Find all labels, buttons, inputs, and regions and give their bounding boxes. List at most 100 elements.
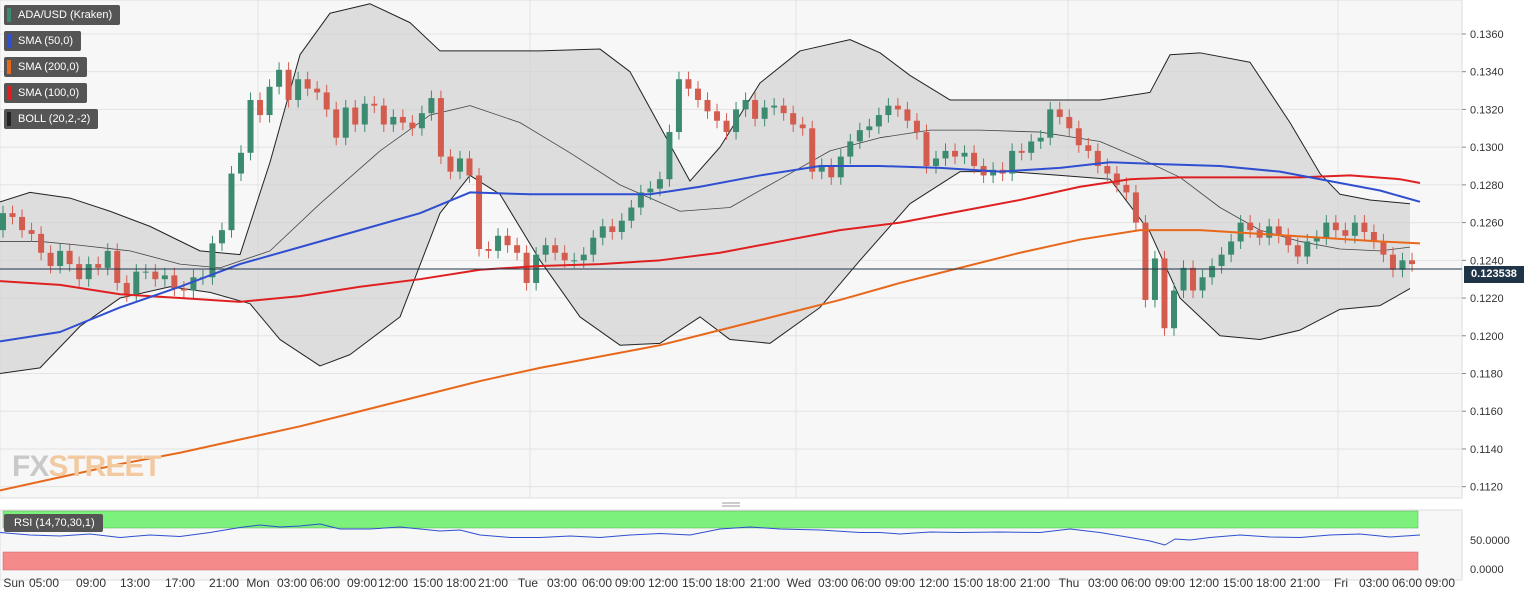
- candle-body: [85, 264, 92, 280]
- legend-item-boll[interactable]: BOLL (20,2,-2): [4, 109, 99, 129]
- legend-item-ada-usd[interactable]: ADA/USD (Kraken): [4, 5, 121, 25]
- x-tick-label: 06:00: [1392, 576, 1422, 590]
- candle: [1180, 260, 1187, 299]
- candle: [609, 218, 616, 240]
- candle-body: [818, 166, 825, 172]
- candle-body: [733, 109, 740, 133]
- candle-body: [523, 252, 530, 283]
- candle: [1332, 215, 1339, 238]
- y-tick-label: 0.1180: [1470, 369, 1503, 381]
- candle-body: [1399, 260, 1406, 270]
- candle: [904, 101, 911, 129]
- candle-body: [380, 105, 387, 125]
- candle: [266, 79, 273, 123]
- candle-body: [485, 249, 492, 251]
- legend-item-sma200[interactable]: SMA (200,0): [4, 57, 88, 77]
- candle-body: [361, 103, 368, 125]
- candle: [1294, 237, 1301, 265]
- candle-body: [952, 150, 959, 157]
- candle-body: [628, 207, 635, 221]
- candle: [714, 103, 721, 129]
- candle-body: [333, 109, 340, 138]
- candle: [171, 267, 178, 297]
- candle-body: [1075, 128, 1082, 146]
- candle-body: [1380, 241, 1387, 255]
- candle: [495, 228, 502, 259]
- candle: [761, 99, 768, 127]
- sma200-line: [0, 229, 1421, 492]
- candle-body: [590, 237, 597, 255]
- candle: [1094, 143, 1101, 174]
- candle: [771, 98, 778, 116]
- candle-body: [847, 141, 854, 157]
- candle-body: [1351, 222, 1358, 236]
- candle-body: [142, 271, 149, 273]
- candle-body: [57, 250, 64, 266]
- candle: [466, 150, 473, 183]
- candle: [799, 116, 806, 136]
- candle-body: [1304, 241, 1311, 257]
- candle-body: [1180, 267, 1187, 291]
- candle: [342, 99, 349, 146]
- legend-swatch-sma200: [7, 60, 11, 74]
- x-tick-label: 18:00: [446, 576, 476, 590]
- legend-label-boll: BOLL (20,2,-2): [18, 113, 91, 125]
- candle: [1085, 137, 1092, 159]
- x-tick-label: 06:00: [1121, 576, 1151, 590]
- x-tick-label: Mon: [246, 576, 269, 590]
- candle-body: [1123, 184, 1130, 193]
- candle: [685, 71, 692, 97]
- candle: [257, 92, 264, 123]
- candle: [514, 237, 521, 261]
- candle-body: [104, 250, 111, 268]
- candle-body: [694, 88, 701, 100]
- rsi-legend-label[interactable]: RSI (14,70,30,1): [4, 514, 103, 532]
- y-tick-label: 0.1240: [1470, 255, 1504, 267]
- rsi-line: [0, 523, 1421, 546]
- candle-body: [266, 86, 273, 116]
- legend-item-sma100[interactable]: SMA (100,0): [4, 83, 88, 103]
- candle-body: [1170, 290, 1177, 329]
- candle: [104, 243, 111, 276]
- candle: [1190, 260, 1197, 299]
- candle: [0, 205, 6, 238]
- candle: [885, 98, 892, 123]
- candle-body: [190, 277, 197, 291]
- candle-body: [1218, 254, 1225, 266]
- candle-body: [599, 226, 606, 238]
- candle-body: [152, 271, 159, 280]
- candle: [504, 228, 511, 253]
- candle: [1056, 101, 1063, 125]
- y-tick-label: 0.1260: [1470, 218, 1504, 230]
- candle-body: [409, 122, 416, 129]
- candle-body: [913, 120, 920, 133]
- candle-body: [399, 116, 406, 123]
- candle-body: [437, 98, 444, 157]
- candle-body: [1066, 116, 1073, 129]
- candle-body: [637, 192, 644, 208]
- x-tick-label: 09:00: [76, 576, 106, 590]
- candle: [847, 133, 854, 165]
- candle-body: [1228, 241, 1235, 255]
- candle: [314, 81, 321, 100]
- candle-body: [1132, 192, 1139, 223]
- candle-body: [904, 109, 911, 121]
- candle-body: [1151, 258, 1158, 300]
- candle-body: [238, 152, 245, 174]
- x-tick-label: Thu: [1059, 576, 1080, 590]
- x-tick-label: 21:00: [750, 576, 780, 590]
- legend-item-sma50[interactable]: SMA (50,0): [4, 31, 82, 51]
- candles: [0, 62, 1415, 336]
- candle-body: [218, 230, 225, 244]
- candle: [180, 281, 187, 299]
- candle: [1409, 252, 1415, 272]
- candle-body: [1037, 137, 1044, 142]
- candle: [1313, 230, 1320, 249]
- candle: [1228, 233, 1235, 263]
- candle: [371, 96, 378, 114]
- candle-body: [504, 235, 511, 246]
- candle: [694, 81, 701, 108]
- candle-body: [1370, 232, 1377, 242]
- last-price-tag: 0.123538: [1464, 266, 1524, 283]
